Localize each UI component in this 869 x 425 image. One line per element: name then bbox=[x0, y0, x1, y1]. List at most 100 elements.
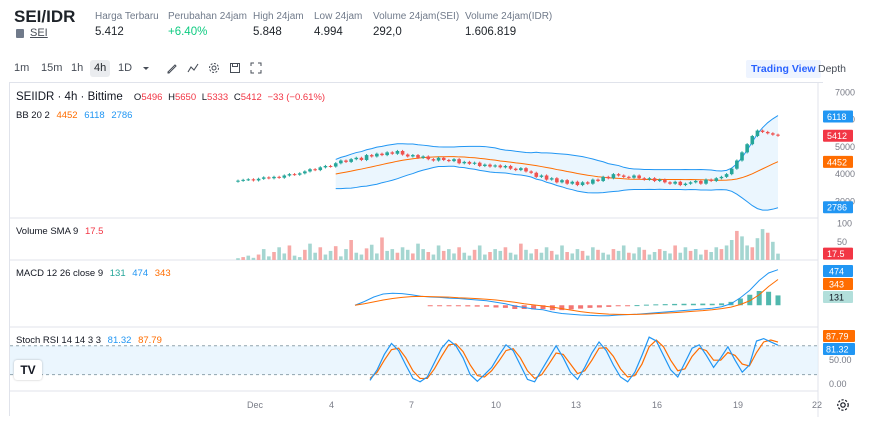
price-tick: 4000 bbox=[835, 169, 855, 179]
price-badge bbox=[823, 155, 853, 168]
volume-bar bbox=[513, 254, 518, 260]
candle bbox=[462, 161, 467, 164]
volume-bar bbox=[493, 249, 497, 260]
stoch-k-line bbox=[369, 336, 779, 383]
volume-bar bbox=[683, 247, 688, 260]
pair-sub-link[interactable]: SEI bbox=[30, 27, 48, 39]
candle bbox=[693, 180, 698, 183]
macd-legend: MACD 12 26 close 9 131 474 343 bbox=[16, 268, 175, 279]
fullscreen-icon[interactable] bbox=[250, 62, 262, 74]
macd-histogram-bar bbox=[549, 305, 555, 311]
candle bbox=[591, 179, 595, 184]
macd-histogram-bar bbox=[700, 303, 706, 306]
volume-bar bbox=[359, 254, 364, 260]
volume-bar bbox=[323, 254, 328, 260]
trading-view-button[interactable]: Trading View bbox=[746, 60, 821, 78]
main-legend: SEIIDR · 4h · Bittime O5496 H5650 L5333 … bbox=[16, 91, 333, 103]
candle bbox=[709, 179, 713, 181]
candle bbox=[529, 171, 533, 173]
timeframe-4h[interactable]: 4h bbox=[90, 60, 111, 77]
macd-name: MACD 12 26 close 9 bbox=[16, 268, 104, 279]
volume-bar bbox=[776, 253, 780, 260]
volume-bar bbox=[375, 253, 379, 260]
candle bbox=[477, 162, 482, 166]
indicators-icon[interactable] bbox=[187, 62, 199, 74]
dropdown-icon[interactable] bbox=[140, 62, 152, 74]
candle bbox=[267, 177, 271, 179]
candle bbox=[297, 173, 302, 175]
coin-icon bbox=[16, 29, 24, 38]
stoch-badge-label: 87.79 bbox=[826, 332, 849, 342]
volume-bar bbox=[560, 245, 564, 260]
stoch-d-line bbox=[369, 339, 779, 380]
macd-histogram-bar bbox=[737, 298, 743, 306]
macd-histogram-bar bbox=[653, 304, 659, 306]
volume-bar bbox=[462, 252, 467, 260]
volume-bar bbox=[693, 249, 698, 260]
stat-value: 5.412 bbox=[95, 26, 124, 38]
macd-histogram-bar bbox=[690, 303, 696, 306]
volume-bar bbox=[277, 247, 281, 260]
volume-bar bbox=[765, 232, 770, 260]
stat-label: Low 24jam bbox=[314, 11, 363, 22]
volume-bar bbox=[318, 247, 323, 260]
candle bbox=[333, 163, 338, 167]
macd-histogram-bar bbox=[747, 294, 753, 306]
candle bbox=[524, 168, 528, 172]
volume-bar bbox=[724, 245, 729, 260]
candle bbox=[261, 177, 266, 179]
open-value: 5496 bbox=[141, 92, 163, 103]
time-tick: 13 bbox=[571, 400, 581, 410]
stat-last-price: Harga Terbaru 5.412 bbox=[95, 11, 159, 38]
macd-histogram-bar bbox=[719, 303, 725, 306]
save-icon[interactable] bbox=[229, 62, 241, 74]
timeframe-1h[interactable]: 1h bbox=[71, 62, 84, 74]
macd-signal-line bbox=[354, 279, 779, 316]
chart-canvas[interactable]: 7000600050004000300061185412445227861005… bbox=[10, 83, 869, 417]
settings-icon[interactable] bbox=[208, 62, 220, 74]
volume-bar bbox=[400, 247, 405, 260]
time-tick: 10 bbox=[491, 400, 501, 410]
draw-icon[interactable] bbox=[166, 62, 178, 74]
candle bbox=[251, 179, 256, 181]
volume-bar bbox=[267, 256, 271, 260]
timeframe-15m[interactable]: 15m bbox=[41, 62, 63, 74]
tradingview-logo[interactable]: TV bbox=[14, 360, 42, 380]
volume-bar bbox=[457, 247, 461, 260]
volume-bar bbox=[313, 252, 317, 260]
ticker-header: SEI/IDR SEI Harga Terbaru 5.412 Perubaha… bbox=[0, 0, 869, 48]
close-value: 5412 bbox=[240, 92, 262, 103]
gear-icon[interactable] bbox=[836, 398, 850, 412]
macd-histogram-bar bbox=[540, 305, 546, 309]
candle bbox=[560, 180, 564, 183]
volume-bar bbox=[308, 243, 312, 260]
candle bbox=[534, 172, 539, 177]
volume-bar bbox=[272, 252, 276, 260]
timeframe-1m[interactable]: 1m bbox=[14, 62, 30, 74]
volume-bar bbox=[477, 245, 482, 260]
volume-bar bbox=[565, 252, 569, 260]
stat-volume-idr: Volume 24jam(IDR) 1.606.819 bbox=[465, 11, 552, 38]
macd-histogram-bar bbox=[455, 305, 461, 307]
candle bbox=[426, 156, 431, 160]
volume-bar bbox=[544, 247, 549, 260]
stat-value: 1.606.819 bbox=[465, 26, 517, 38]
stat-high-24h: High 24jam 5.848 bbox=[253, 11, 304, 38]
candle bbox=[457, 159, 461, 164]
candle bbox=[467, 161, 472, 164]
candle bbox=[508, 165, 513, 169]
chart-area[interactable]: 7000600050004000300061185412445227861005… bbox=[9, 82, 855, 417]
candle bbox=[719, 176, 724, 179]
volume-name: Volume SMA 9 bbox=[16, 226, 79, 237]
volume-bar bbox=[555, 254, 559, 260]
volume-bar bbox=[426, 252, 431, 260]
candle bbox=[313, 169, 317, 171]
candle bbox=[354, 157, 359, 160]
candle bbox=[647, 178, 652, 180]
depth-button[interactable]: Depth bbox=[818, 63, 847, 75]
stat-label: Volume 24jam(IDR) bbox=[465, 11, 553, 22]
volume-bar bbox=[246, 255, 251, 260]
bb-basis-value: 4452 bbox=[56, 110, 78, 121]
timeframe-1d[interactable]: 1D bbox=[118, 62, 133, 74]
volume-bar bbox=[436, 245, 441, 260]
